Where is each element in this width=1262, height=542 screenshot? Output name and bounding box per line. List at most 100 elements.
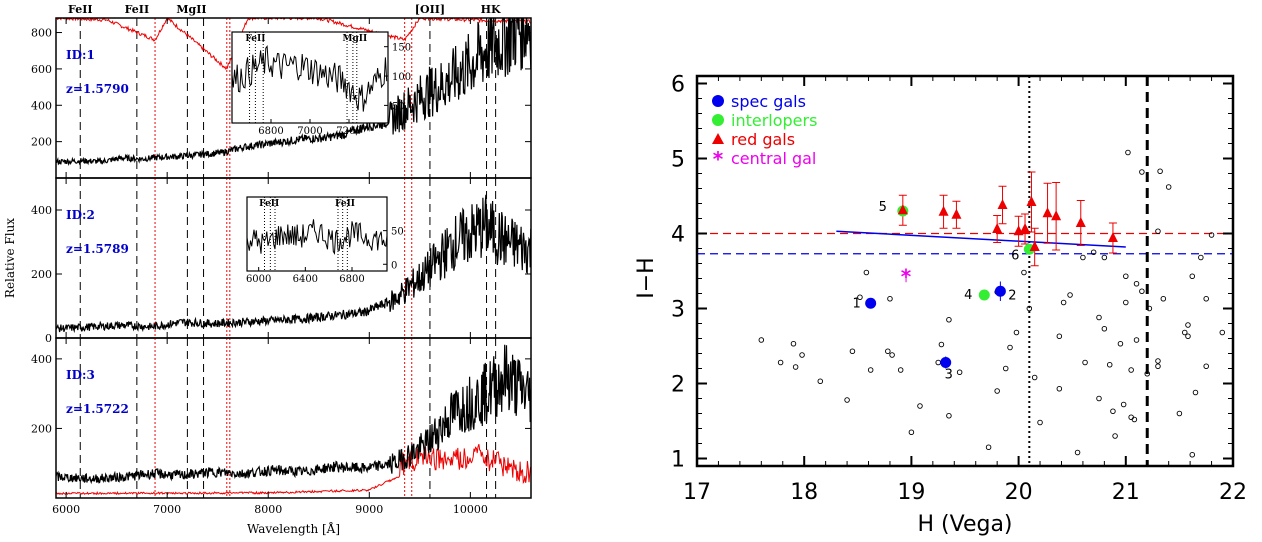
spec-gal-point bbox=[865, 297, 877, 309]
field-galaxy-point bbox=[1125, 149, 1131, 156]
red-gal-point bbox=[1051, 210, 1062, 221]
point-label-2: 2 bbox=[1008, 288, 1016, 303]
y-tick-label-1: 400 bbox=[31, 353, 52, 366]
field-galaxy-point bbox=[908, 429, 915, 436]
line-label-4: HK bbox=[481, 3, 501, 16]
legend-label-1: interlopers bbox=[731, 111, 817, 130]
cmd-x-tick-label-1: 18 bbox=[790, 480, 818, 505]
y-tick-label-0: 0 bbox=[45, 332, 52, 345]
field-galaxy-point bbox=[885, 348, 891, 355]
field-galaxy-point bbox=[1139, 288, 1145, 295]
cmd-content: * bbox=[697, 76, 1233, 466]
red-gal-point bbox=[938, 205, 949, 216]
red-gal-point bbox=[1107, 232, 1118, 242]
red-gal-point-overlay bbox=[1029, 241, 1040, 251]
cmd-y-tick-label-3: 4 bbox=[671, 223, 685, 248]
object-id-label: ID:1 bbox=[66, 48, 95, 62]
field-galaxy-point bbox=[1155, 228, 1161, 234]
cmd-x-tick-label-4: 21 bbox=[1112, 480, 1140, 505]
red-gal-point-overlay bbox=[897, 204, 908, 215]
y-tick-label-3: 800 bbox=[31, 27, 52, 40]
field-galaxy-point bbox=[1101, 326, 1108, 332]
field-galaxy-point bbox=[1026, 305, 1033, 312]
field-galaxy-point bbox=[1165, 184, 1172, 190]
field-galaxy-point bbox=[1182, 329, 1188, 336]
field-galaxy-point bbox=[917, 403, 923, 409]
object-spectrum bbox=[56, 18, 531, 167]
field-galaxy-point bbox=[1110, 408, 1116, 415]
central-gal-point: * bbox=[901, 264, 912, 288]
inset-x-tick-label-1: 6400 bbox=[293, 274, 318, 285]
legend-label-0: spec gals bbox=[731, 92, 806, 111]
object-id-label: ID:3 bbox=[66, 368, 95, 382]
field-galaxy-point bbox=[1219, 329, 1226, 336]
object-spectrum bbox=[56, 344, 531, 485]
field-galaxy-point bbox=[1208, 232, 1215, 238]
y-axis-title: Relative Flux bbox=[3, 218, 17, 298]
field-galaxy-point bbox=[946, 413, 952, 419]
inset-y-tick-label-0: 50 bbox=[392, 101, 405, 112]
line-label-3: [OII] bbox=[415, 3, 445, 16]
cmd-y-tick-label-4: 5 bbox=[671, 148, 685, 173]
panel-content bbox=[56, 338, 531, 498]
field-galaxy-point bbox=[799, 352, 805, 358]
red-gal-point bbox=[997, 199, 1008, 209]
interloper-point bbox=[978, 289, 990, 301]
y-tick-label-0: 200 bbox=[31, 136, 52, 149]
inset-content bbox=[232, 32, 388, 123]
line-label-1: FeII bbox=[125, 3, 150, 16]
field-galaxy-point bbox=[1117, 341, 1124, 347]
field-galaxy-point bbox=[1144, 371, 1150, 377]
redshift-label: z=1.5789 bbox=[66, 242, 129, 256]
x-tick-label-2: 8000 bbox=[254, 503, 282, 516]
object-id-label: ID:2 bbox=[66, 208, 95, 222]
field-galaxy-point bbox=[1112, 433, 1118, 439]
point-label-4: 4 bbox=[964, 288, 972, 303]
inset-content bbox=[247, 197, 387, 271]
field-galaxy-point bbox=[844, 397, 850, 403]
red-gal-point bbox=[1042, 207, 1053, 218]
sky-spectrum bbox=[56, 444, 531, 496]
inset-spectrum bbox=[232, 44, 388, 112]
y-tick-label-2: 600 bbox=[31, 63, 52, 76]
field-galaxy-point bbox=[897, 367, 904, 373]
inset-plot: 6800 7000 7200 50 100 150 FeII MgII bbox=[231, 31, 411, 137]
inset-y-tick-label-0: 0 bbox=[391, 260, 397, 271]
field-galaxy-point bbox=[938, 341, 945, 348]
y-tick-label-0: 200 bbox=[31, 422, 52, 435]
field-galaxy-point bbox=[1123, 299, 1129, 306]
field-galaxy-point bbox=[1192, 389, 1199, 396]
x-tick-label-4: 10000 bbox=[453, 503, 488, 516]
inset-line-label-1: FeII bbox=[335, 199, 355, 209]
legend-marker-0 bbox=[712, 95, 724, 107]
field-galaxy-point bbox=[857, 294, 863, 301]
field-galaxy-point bbox=[1074, 449, 1081, 456]
field-galaxy-point bbox=[817, 378, 824, 385]
color-magnitude-chart: * 1 2 3 4 5 6 17 18 19 20 21 22 1 2 3 4 5 6 H (Vega) I−H spec… bbox=[634, 73, 1247, 538]
field-galaxy-point bbox=[1133, 281, 1140, 287]
field-galaxy-point bbox=[1021, 269, 1027, 276]
field-galaxy-point bbox=[1189, 452, 1196, 458]
cmd-x-tick-label-3: 20 bbox=[1005, 480, 1033, 505]
cmd-y-tick-label-0: 1 bbox=[671, 448, 685, 473]
y-tick-label-2: 400 bbox=[31, 204, 52, 217]
cmd-frame bbox=[695, 74, 1235, 468]
cmd-x-axis-title: H (Vega) bbox=[917, 512, 1012, 537]
field-galaxy-point bbox=[1155, 358, 1161, 364]
field-galaxy-point bbox=[1031, 374, 1038, 381]
field-galaxy-point bbox=[777, 359, 784, 366]
field-galaxy-point bbox=[1120, 401, 1127, 408]
field-galaxy-point bbox=[887, 296, 893, 302]
cmd-y-tick-label-2: 3 bbox=[671, 298, 685, 323]
cmd-x-tick-label-5: 22 bbox=[1219, 480, 1247, 505]
field-galaxy-point bbox=[792, 364, 799, 370]
field-galaxy-point bbox=[1037, 419, 1043, 426]
point-label-5: 5 bbox=[879, 200, 887, 215]
field-galaxy-point bbox=[863, 269, 870, 276]
inset-y-tick-label-1: 100 bbox=[392, 72, 411, 83]
line-label-2: MgII bbox=[176, 3, 206, 16]
spectrum-panel-3: 200 400 ID:3 z=1.5722 bbox=[31, 337, 532, 499]
field-galaxy-point bbox=[1160, 296, 1167, 302]
field-galaxy-point bbox=[1013, 329, 1020, 336]
